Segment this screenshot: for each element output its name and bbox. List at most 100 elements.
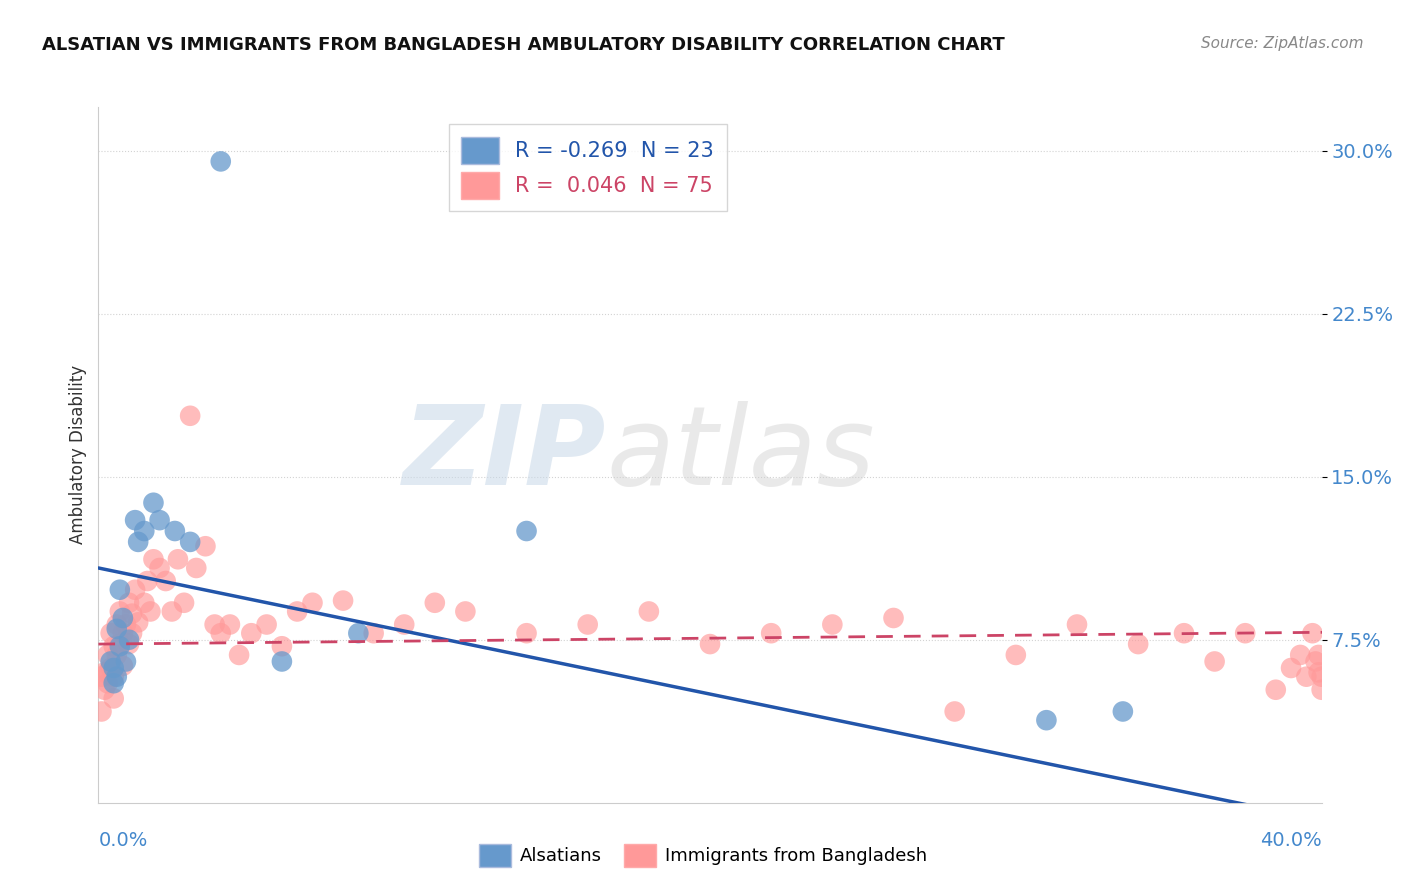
Point (124, 513, 146, 527)
Point (93, 682, 115, 697)
Point (134, 524, 156, 538)
Point (883, 611, 905, 625)
Point (270, 639, 292, 653)
Point (699, 637, 721, 651)
Point (108, 605, 131, 619)
Text: 0.0%: 0.0% (98, 830, 148, 850)
Point (108, 639, 131, 653)
Point (105, 617, 128, 632)
Point (108, 582, 131, 597)
Point (149, 561, 172, 575)
Point (186, 561, 208, 575)
Point (1279, 661, 1302, 675)
Point (103, 691, 125, 706)
Point (136, 574, 159, 588)
Point (97, 676, 120, 690)
Point (115, 617, 138, 632)
Point (1004, 648, 1026, 662)
Point (1295, 670, 1317, 684)
Point (821, 617, 844, 632)
Point (111, 626, 134, 640)
Text: ALSATIAN VS IMMIGRANTS FROM BANGLADESH AMBULATORY DISABILITY CORRELATION CHART: ALSATIAN VS IMMIGRANTS FROM BANGLADESH A… (42, 36, 1005, 54)
Point (134, 596, 156, 610)
Point (97, 648, 120, 662)
Point (1234, 626, 1257, 640)
Point (100, 655, 122, 669)
Legend: Alsatians, Immigrants from Bangladesh: Alsatians, Immigrants from Bangladesh (471, 837, 935, 874)
Point (124, 582, 146, 597)
Point (637, 605, 661, 619)
Point (209, 154, 232, 169)
Point (1305, 655, 1327, 669)
Text: Source: ZipAtlas.com: Source: ZipAtlas.com (1201, 36, 1364, 51)
Point (1301, 626, 1323, 640)
Point (90, 670, 112, 684)
Point (516, 524, 538, 538)
Point (111, 658, 134, 673)
Point (219, 617, 242, 632)
Point (204, 617, 226, 632)
Point (1173, 626, 1195, 640)
Point (332, 593, 354, 607)
Point (97, 665, 120, 680)
Point (160, 605, 183, 619)
Point (1066, 617, 1088, 632)
Point (423, 596, 446, 610)
Point (149, 513, 172, 527)
Point (454, 605, 477, 619)
Point (1308, 648, 1330, 662)
Point (105, 670, 128, 684)
Point (142, 496, 165, 510)
Point (347, 626, 370, 640)
Point (759, 626, 782, 640)
Point (1289, 648, 1312, 662)
Point (155, 574, 177, 588)
Point (118, 632, 141, 647)
Point (240, 626, 263, 640)
Point (118, 637, 141, 651)
Point (100, 626, 122, 640)
Point (105, 648, 128, 662)
Point (139, 605, 162, 619)
Point (103, 661, 125, 675)
Point (93, 665, 115, 680)
Point (103, 676, 125, 690)
Text: 40.0%: 40.0% (1260, 830, 1322, 850)
Point (142, 552, 165, 566)
Point (173, 596, 195, 610)
Point (179, 535, 201, 549)
Point (392, 617, 416, 632)
Point (270, 655, 292, 669)
Point (103, 639, 125, 653)
Point (121, 626, 143, 640)
Point (256, 617, 278, 632)
Point (1310, 670, 1333, 684)
Point (1204, 655, 1226, 669)
Point (516, 626, 538, 640)
Point (1264, 682, 1286, 697)
Point (127, 535, 149, 549)
Legend: R = -0.269  N = 23, R =  0.046  N = 75: R = -0.269 N = 23, R = 0.046 N = 75 (449, 124, 727, 211)
Point (90, 705, 112, 719)
Point (108, 637, 131, 651)
Point (1112, 705, 1135, 719)
Point (100, 661, 122, 675)
Point (103, 670, 125, 684)
Point (1308, 665, 1330, 680)
Point (576, 617, 599, 632)
Point (363, 626, 385, 640)
Point (179, 409, 201, 423)
Point (105, 622, 128, 636)
Point (285, 605, 308, 619)
Point (301, 596, 323, 610)
Point (118, 596, 141, 610)
Point (163, 524, 186, 538)
Point (111, 611, 134, 625)
Point (1310, 682, 1333, 697)
Point (115, 655, 138, 669)
Point (209, 626, 232, 640)
Point (121, 607, 143, 621)
Point (1128, 637, 1150, 651)
Y-axis label: Ambulatory Disability: Ambulatory Disability (69, 366, 87, 544)
Point (943, 705, 966, 719)
